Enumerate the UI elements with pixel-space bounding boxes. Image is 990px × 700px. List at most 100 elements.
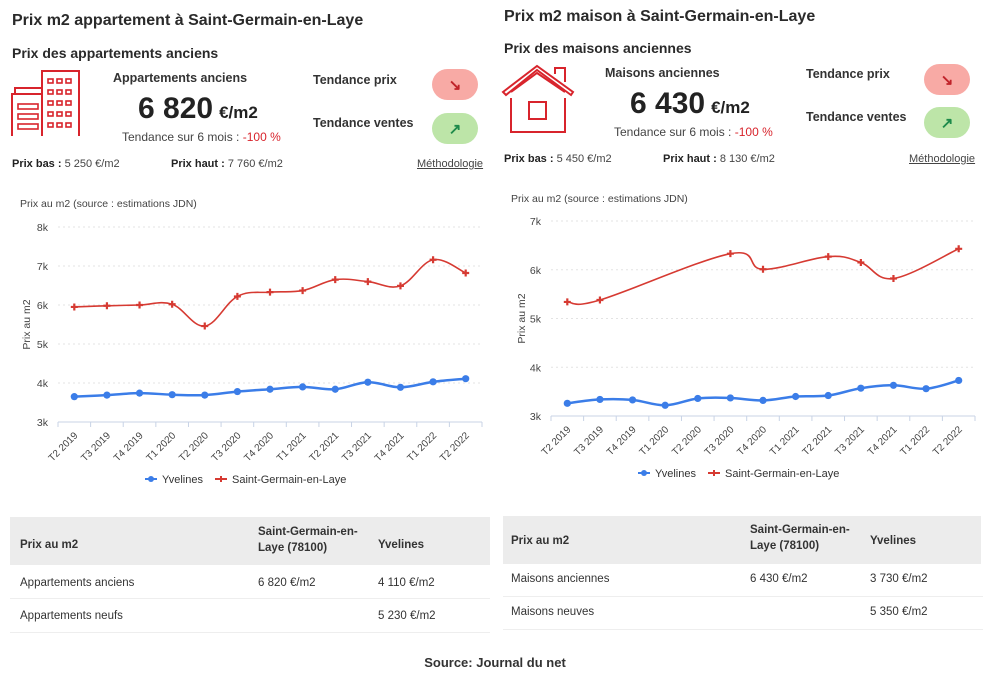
data-point	[462, 269, 470, 277]
tendance-prix-label: Tendance prix	[313, 73, 397, 87]
x-tick-label: T4 2021	[373, 430, 407, 464]
legend-marker	[218, 476, 224, 482]
prix-haut: Prix haut : 8 130 €/m2	[663, 153, 775, 165]
x-tick-label: T4 2020	[242, 430, 276, 464]
kpi-label: Maisons anciennes	[605, 66, 720, 80]
data-point	[857, 384, 865, 392]
x-tick-label: T2 2022	[931, 424, 965, 458]
tendance-ventes-label: Tendance ventes	[313, 116, 414, 130]
arrow-down-right-icon: ↘	[940, 71, 954, 89]
x-tick-label: T3 2019	[79, 430, 113, 464]
data-point	[396, 383, 405, 391]
data-point	[168, 391, 176, 399]
trend-prefix: Tendance sur 6 mois :	[122, 130, 243, 144]
x-tick-label: T2 2021	[801, 424, 835, 458]
arrow-up-right-icon: ↗	[448, 120, 462, 138]
x-tick-label: T2 2020	[177, 430, 211, 464]
x-tick-label: T1 2021	[768, 424, 802, 458]
prix-haut-value: 8 130 €/m2	[716, 153, 775, 165]
kpi-number: 6 820	[138, 92, 214, 125]
trend-prefix: Tendance sur 6 mois :	[614, 125, 735, 139]
table-header-cell: Yvelines	[378, 539, 425, 551]
panel-title: Prix m2 maison à Saint-Germain-en-Laye	[504, 8, 816, 25]
x-tick-label: T3 2021	[833, 424, 867, 458]
data-point	[726, 250, 734, 258]
x-tick-label: T3 2020	[210, 430, 244, 464]
y-axis-label: Prix au m2	[21, 299, 33, 349]
y-tick-label: 7k	[530, 216, 542, 228]
prix-haut-label: Prix haut :	[171, 158, 225, 170]
data-point	[299, 287, 307, 295]
data-point	[726, 394, 734, 402]
prix-bas: Prix bas : 5 450 €/m2	[504, 153, 612, 165]
table-cell: Appartements neufs	[20, 610, 123, 622]
data-point	[168, 300, 176, 308]
y-tick-label: 7k	[37, 261, 49, 273]
prix-bas-label: Prix bas :	[504, 153, 554, 165]
x-tick-label: T1 2022	[405, 430, 439, 464]
data-point	[266, 385, 274, 393]
x-tick-label: T1 2020	[638, 424, 672, 458]
data-point	[563, 399, 571, 407]
table-cell: Maisons anciennes	[511, 573, 610, 585]
data-point	[694, 394, 702, 403]
tendance-prix-badge: ↘	[924, 64, 970, 95]
y-tick-label: 6k	[530, 265, 542, 277]
data-point	[462, 375, 470, 383]
methodology-link[interactable]: Méthodologie	[417, 158, 484, 170]
data-point	[955, 376, 963, 385]
data-point	[857, 258, 865, 266]
table-cell: Appartements anciens	[20, 577, 135, 589]
kpi-value: 6 430 €/m2	[630, 87, 750, 121]
table-header-cell: Saint-Germain-en-Laye (78100)	[750, 524, 850, 552]
data-point	[661, 401, 669, 409]
legend-label: Yvelines	[162, 474, 203, 486]
legend-label: Yvelines	[655, 468, 696, 480]
tendance-ventes-label: Tendance ventes	[806, 110, 907, 124]
data-point	[596, 296, 604, 304]
table-cell: 3 730 €/m2	[870, 573, 928, 585]
data-point	[233, 292, 241, 300]
tendance-prix-label: Tendance prix	[806, 67, 890, 81]
y-tick-label: 6k	[37, 300, 49, 312]
x-tick-label: T2 2019	[540, 424, 574, 458]
data-point	[70, 393, 78, 401]
data-point	[955, 245, 963, 253]
x-tick-label: T1 2020	[145, 430, 179, 464]
methodology-link[interactable]: Méthodologie	[909, 153, 976, 165]
prix-bas-label: Prix bas :	[12, 158, 62, 170]
series-line-saint-germain	[567, 248, 960, 306]
data-point	[331, 276, 339, 284]
prix-haut-label: Prix haut :	[663, 153, 717, 165]
legend-marker	[641, 470, 647, 476]
arrow-up-right-icon: ↗	[940, 114, 954, 132]
table-header	[503, 516, 981, 564]
kpi-number: 6 430	[630, 87, 706, 120]
table-row: Appartements anciens 6 820 €/m2 4 110 €/…	[10, 565, 490, 599]
x-tick-label: T2 2021	[308, 430, 342, 464]
prix-bas: Prix bas : 5 250 €/m2	[12, 158, 120, 170]
data-point	[135, 389, 144, 397]
panel-subtitle: Prix des appartements anciens	[12, 45, 219, 61]
data-point	[596, 395, 604, 404]
y-tick-label: 5k	[530, 314, 542, 326]
table-row: Maisons anciennes 6 430 €/m2 3 730 €/m2	[503, 564, 983, 597]
table-cell: 5 350 €/m2	[870, 606, 928, 618]
table-row: Maisons neuves 5 350 €/m2	[503, 597, 983, 630]
x-tick-label: T3 2021	[340, 430, 374, 464]
tendance-ventes-badge: ↗	[432, 113, 478, 144]
chart-caption: Prix au m2 (source : estimations JDN)	[511, 193, 688, 205]
data-point	[759, 265, 767, 273]
data-point	[201, 322, 209, 330]
y-tick-label: 8k	[37, 222, 49, 234]
arrow-down-right-icon: ↘	[448, 76, 462, 94]
x-tick-label: T1 2021	[275, 430, 309, 464]
legend-label: Saint-Germain-en-Laye	[232, 474, 346, 486]
data-point	[266, 288, 274, 296]
table-header-cell: Yvelines	[870, 535, 917, 547]
x-tick-label: T3 2019	[572, 424, 606, 458]
table-header-cell: Saint-Germain-en-Laye (78100)	[258, 526, 358, 554]
data-point	[396, 282, 404, 290]
x-tick-label: T2 2020	[670, 424, 704, 458]
